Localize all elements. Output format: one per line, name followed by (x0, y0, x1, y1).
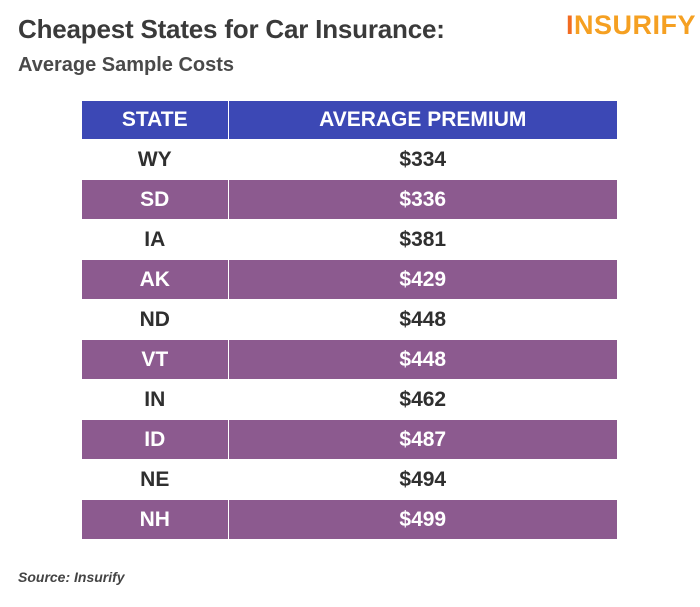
table-row: ID $487 (82, 419, 617, 460)
state-cell: NE (82, 459, 228, 500)
column-header-state: STATE (82, 101, 228, 140)
table-header-row: STATE AVERAGE PREMIUM (82, 101, 617, 140)
table-row: VT $448 (82, 339, 617, 380)
premium-cell: $448 (227, 339, 617, 380)
logo-rest: NSURIFY (574, 10, 697, 40)
logo-first-letter: I (566, 10, 575, 40)
state-cell: ND (82, 299, 228, 340)
premium-table: STATE AVERAGE PREMIUM WY $334 SD $336 IA $381… (82, 101, 617, 539)
insurify-logo: INSURIFY (566, 10, 696, 41)
source-note: Source: Insurify (18, 569, 125, 585)
state-cell: ID (82, 419, 228, 460)
premium-cell: $487 (227, 419, 617, 460)
state-cell: NH (82, 499, 228, 539)
table-row: NH $499 (82, 499, 617, 539)
state-cell: WY (82, 139, 228, 180)
state-cell: IA (82, 219, 228, 260)
chart-title: Cheapest States for Car Insurance: (18, 14, 445, 44)
premium-table-container: STATE AVERAGE PREMIUM WY $334 SD $336 IA $381… (82, 101, 617, 539)
table-row: SD $336 (82, 179, 617, 220)
table-row: IA $381 (82, 219, 617, 260)
premium-cell: $429 (227, 259, 617, 300)
state-cell: AK (82, 259, 228, 300)
table-row: NE $494 (82, 459, 617, 500)
table-body: WY $334 SD $336 IA $381 AK $429 ND $448 VT $448 IN $4… (82, 139, 617, 539)
table-row: IN $462 (82, 379, 617, 420)
state-cell: VT (82, 339, 228, 380)
premium-cell: $336 (227, 179, 617, 220)
premium-cell: $334 (227, 139, 617, 180)
premium-cell: $494 (227, 459, 617, 500)
premium-cell: $462 (227, 379, 617, 420)
premium-cell: $448 (227, 299, 617, 340)
table-row: WY $334 (82, 139, 617, 180)
premium-cell: $499 (227, 499, 617, 539)
state-cell: IN (82, 379, 228, 420)
premium-cell: $381 (227, 219, 617, 260)
table-row: ND $448 (82, 299, 617, 340)
table-row: AK $429 (82, 259, 617, 300)
state-cell: SD (82, 179, 228, 220)
column-header-premium: AVERAGE PREMIUM (227, 101, 617, 140)
chart-subtitle: Average Sample Costs (18, 54, 235, 76)
